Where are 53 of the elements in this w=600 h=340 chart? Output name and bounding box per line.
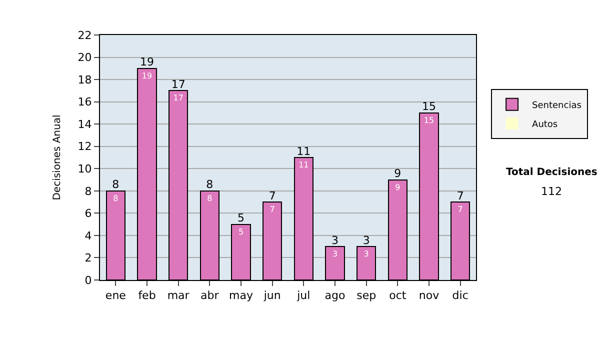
y-tick-label: 20	[78, 51, 92, 64]
x-tick-label: ene	[105, 289, 126, 302]
data-label: 3	[332, 250, 338, 259]
data-label: 3	[364, 250, 369, 259]
data-label: 9	[395, 182, 400, 192]
total-label: 11	[296, 144, 311, 158]
data-label: 19	[142, 71, 152, 80]
x-tick-label: feb	[138, 289, 156, 302]
data-label: 7	[458, 205, 463, 214]
x-tick-label: sep	[356, 289, 376, 302]
y-axis-title: Decisiones Anual	[52, 114, 63, 200]
total-label: 3	[332, 234, 338, 247]
data-label: 5	[238, 227, 244, 236]
text: Total Decisiones	[506, 167, 598, 178]
legend-label: Autos	[532, 120, 558, 130]
y-tick-label: 12	[78, 140, 92, 154]
total-label: 8	[206, 178, 214, 192]
y-tick-label: 2	[84, 252, 92, 265]
x-tick-label: mar	[167, 289, 190, 302]
y-tick-label: 0	[84, 274, 92, 287]
data-label: 17	[173, 94, 184, 103]
x-tick-label: dic	[452, 289, 468, 302]
total-label: 7	[456, 189, 464, 202]
data-label: 11	[298, 160, 309, 170]
x-tick-label: nov	[418, 289, 440, 302]
x-tick-label: oct	[389, 289, 407, 302]
y-tick-label: 4	[84, 229, 92, 242]
data-label: 8	[207, 194, 212, 203]
data-label: 15	[424, 116, 434, 125]
total-label: 17	[171, 78, 186, 91]
data-label: 8	[113, 194, 118, 203]
y-tick-label: 22	[78, 28, 92, 42]
total-label: 8	[112, 178, 120, 192]
total-label: 19	[140, 56, 154, 69]
x-tick-label: may	[229, 289, 254, 302]
y-tick-label: 6	[84, 207, 92, 220]
x-tick-label: jul	[296, 289, 310, 302]
total-label: 3	[362, 234, 370, 247]
y-tick-label: 18	[78, 73, 92, 86]
x-tick-label: jun	[262, 289, 281, 302]
text: 112	[541, 185, 562, 198]
x-tick-label: ago	[324, 289, 346, 302]
y-tick-label: 14	[78, 118, 92, 131]
legend-label: Sentencias	[532, 100, 582, 111]
y-tick-label: 16	[78, 96, 92, 109]
y-tick-label: 8	[84, 184, 92, 198]
x-tick-label: abr	[200, 289, 220, 302]
y-tick-label: 10	[78, 162, 92, 176]
total-label: 5	[238, 212, 244, 225]
total-label: 7	[268, 189, 276, 202]
total-label: 9	[394, 167, 402, 180]
total-label: 15	[422, 100, 436, 114]
data-label: 7	[270, 205, 275, 214]
